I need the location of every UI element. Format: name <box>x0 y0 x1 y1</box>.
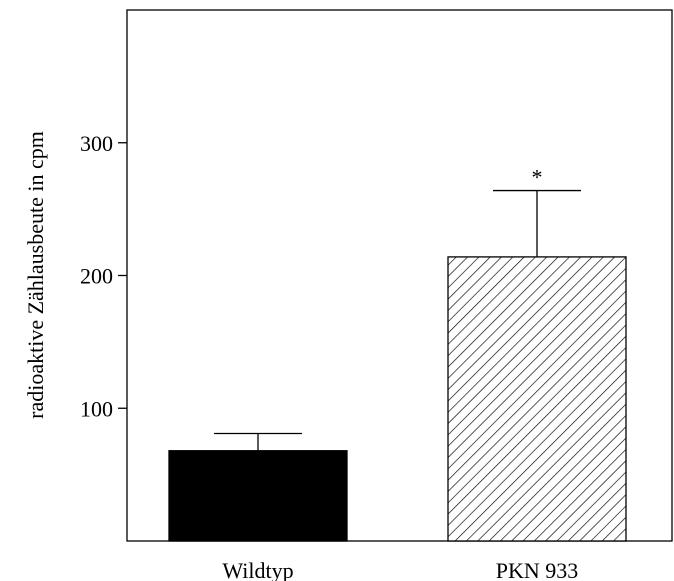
y-tick-label: 200 <box>80 264 113 289</box>
bar-pkn-933 <box>447 256 627 542</box>
bars-group: * <box>168 165 627 542</box>
x-tick-label: Wildtyp <box>222 558 293 581</box>
bar-wildtyp <box>168 450 348 542</box>
x-tick-label: PKN 933 <box>496 558 579 581</box>
y-tick-label: 100 <box>80 396 113 421</box>
y-axis-label: radioaktive Zählausbeute in cpm <box>23 131 48 419</box>
y-axis-ticks: 100 200 300 <box>80 131 127 421</box>
y-tick-label: 300 <box>80 131 113 156</box>
x-axis-tick-labels: Wildtyp PKN 933 <box>222 558 578 581</box>
significance-marker: * <box>532 165 543 190</box>
